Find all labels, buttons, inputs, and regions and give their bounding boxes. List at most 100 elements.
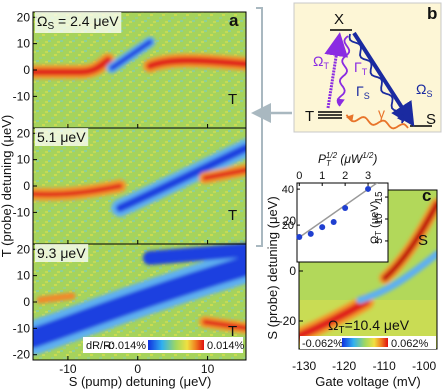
point [330, 219, 337, 226]
subscript: S [426, 89, 432, 99]
y2-tick-label: 10 [374, 213, 385, 225]
band [382, 201, 437, 281]
x-tick-label: -130 [292, 359, 316, 373]
y-tick-label: -10 [13, 205, 31, 219]
band [116, 144, 246, 212]
y-tick-label: -20 [279, 314, 297, 328]
arrow-label: ΓT [354, 59, 368, 77]
y-tick-label: -20 [13, 348, 31, 362]
panel-label: b [427, 4, 437, 23]
bands [33, 36, 246, 355]
band [33, 256, 246, 348]
arrow-label: ΩS [416, 81, 432, 99]
wavy-arrows [336, 33, 409, 130]
symbol: Ω [416, 81, 426, 97]
x-tick-label: -10 [59, 362, 77, 376]
point [365, 185, 372, 192]
colorbar [148, 340, 204, 350]
sub: T [326, 159, 332, 168]
arrow-label: γ [378, 105, 385, 121]
symbol: Ω [328, 317, 338, 333]
sup: 1/2 [326, 151, 338, 160]
band [299, 298, 370, 340]
colorbar-max: 0.062% [391, 338, 429, 350]
arrow-label: ΩT [313, 53, 329, 71]
tag: T [228, 91, 237, 108]
panel-b: b X T S ΩT ΓT ΓS ΩS γ [293, 2, 442, 133]
inset-title: PT1/2 (μW1/2) [318, 151, 377, 168]
y-tick-label: 10 [17, 153, 31, 167]
point [342, 205, 349, 212]
y-tick-label: 10 [17, 37, 31, 51]
arrow [352, 31, 415, 127]
x-tick-label: 0 [134, 362, 141, 376]
text: = 2.4 μeV [54, 13, 119, 29]
band [109, 39, 153, 71]
y-tick-label: 0 [23, 295, 30, 309]
panel-label: a [229, 11, 239, 30]
wavy-arrow [345, 114, 409, 130]
colorbar-min: -0.014% [105, 340, 146, 352]
band [33, 56, 112, 76]
arrow-head [396, 113, 404, 122]
bands [299, 198, 437, 344]
arrow-head [346, 114, 354, 123]
text: (μW [337, 152, 364, 166]
x-tick-label: -100 [412, 359, 436, 373]
x-tick-label: 1 [319, 170, 325, 182]
panel-b-box [293, 2, 442, 133]
y-tick-label: 20 [283, 214, 297, 228]
annotation-bg [35, 128, 89, 146]
y-tick-label: 40 [282, 184, 294, 196]
y-tick-label: -10 [13, 89, 31, 103]
band [36, 292, 76, 304]
y-tick-label: -10 [13, 321, 31, 335]
symbol: Γ [354, 59, 362, 75]
y-axis-label: S (probe) detuning (μeV) [265, 196, 280, 339]
colorbar-max: 0.014% [207, 340, 245, 352]
sub: T [338, 325, 344, 336]
band [356, 250, 437, 304]
y-tick-label: 0 [23, 179, 30, 193]
heatmap-a [33, 12, 246, 360]
level-label: T [305, 108, 314, 125]
annotation: ΩT=10.4 μeV [328, 317, 410, 336]
x-tick-label: 10 [201, 362, 215, 376]
colorbar-min: -0.062% [302, 338, 343, 350]
level-label: S [426, 111, 436, 128]
subscript: S [364, 91, 370, 101]
band [202, 319, 246, 331]
y-tick-label: 20 [17, 242, 31, 256]
colorbar-label: dR/R: [86, 340, 114, 352]
band [143, 243, 246, 265]
x-tick-label: 0 [296, 170, 302, 182]
x-axis-label: S (pump) detuning (μeV) [69, 374, 212, 389]
x-tick-label: 2 [342, 170, 348, 182]
subscript: T [323, 61, 329, 71]
annotation-bg [35, 244, 89, 262]
tag: T [228, 207, 237, 224]
close: ) [371, 152, 377, 166]
text: 9.3 μeV [37, 245, 86, 261]
text: 5.1 μeV [37, 129, 86, 145]
arrow-label: ΓS [356, 83, 370, 101]
fit-line [298, 183, 378, 238]
sub: T [374, 231, 383, 236]
tag: S [418, 232, 428, 249]
inset [296, 182, 389, 263]
wavy-arrow [336, 35, 351, 107]
y-tick-label: 0 [23, 63, 30, 77]
x-tick-label: -110 [373, 359, 396, 373]
symbol: P [318, 152, 326, 166]
y-tick-label: 0 [289, 264, 296, 278]
symbol: Ω [37, 13, 47, 29]
annotation: 9.3 μeV [37, 245, 86, 261]
colorbar [342, 338, 388, 347]
y-tick-label: 20 [17, 10, 31, 24]
y-tick-label: 20 [17, 126, 31, 140]
sub: S [47, 21, 54, 32]
tag: T [228, 323, 237, 340]
annotation-bg [35, 12, 122, 33]
y-tick-label: 10 [17, 269, 31, 283]
